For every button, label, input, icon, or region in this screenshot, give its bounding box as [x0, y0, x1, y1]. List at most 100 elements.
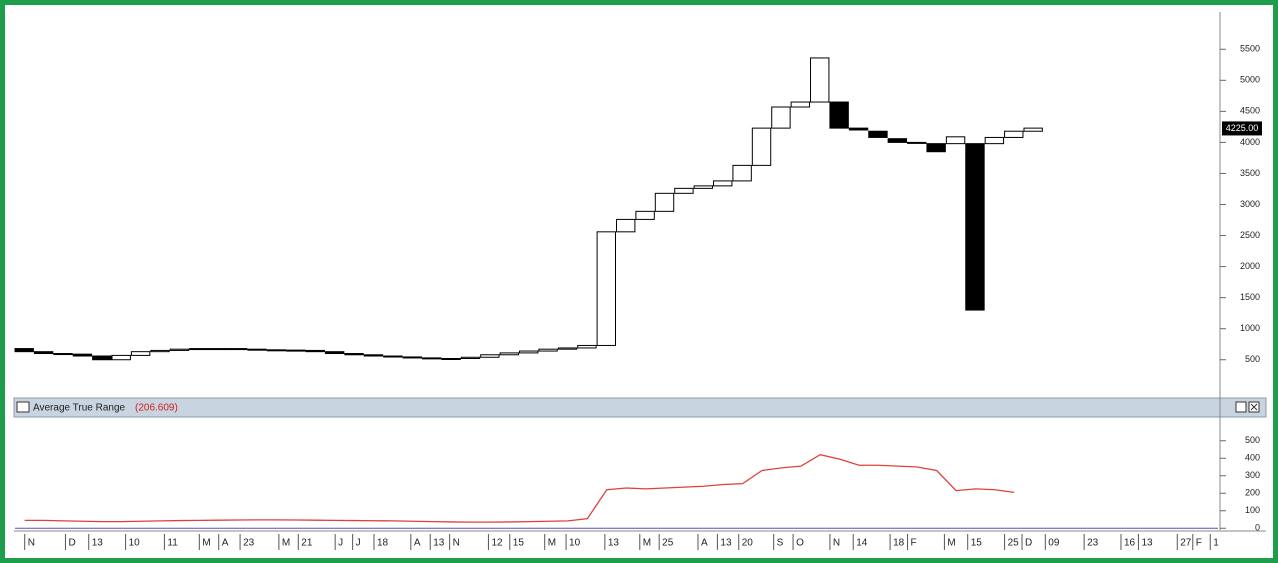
- x-tick-label: 25: [662, 538, 674, 549]
- x-tick-label: D: [1025, 538, 1032, 549]
- candle-body: [732, 164, 752, 182]
- candle-body: [984, 136, 1005, 145]
- x-tick-label: 18: [377, 538, 389, 549]
- restore-button[interactable]: [1235, 401, 1247, 413]
- close-icon: [1250, 403, 1258, 411]
- y-tick-label: 300: [1245, 470, 1260, 480]
- candle-body: [674, 187, 694, 194]
- x-tick-label: 15: [971, 538, 983, 549]
- candle-body: [33, 351, 54, 355]
- x-tick-label: 10: [569, 538, 581, 549]
- x-tick-label: 21: [301, 538, 313, 549]
- x-tick-label: N: [833, 538, 840, 549]
- candle-body: [693, 185, 714, 189]
- x-tick-label: A: [701, 538, 708, 549]
- candle-body: [596, 231, 617, 346]
- candle-body: [441, 358, 461, 360]
- y-tick-label: 4500: [1240, 106, 1260, 116]
- x-tick-label: N: [453, 538, 460, 549]
- x-tick-label: 13: [92, 538, 104, 549]
- indicator-title: Average True Range: [33, 403, 126, 414]
- x-tick-label: F: [911, 538, 917, 549]
- candle-body: [965, 143, 985, 311]
- candle-body: [305, 349, 325, 353]
- y-tick-label: 200: [1245, 488, 1260, 498]
- candle-body: [227, 348, 248, 351]
- y-tick-label: 3500: [1240, 168, 1260, 178]
- candle-body: [848, 127, 869, 131]
- candle-body: [130, 351, 151, 356]
- x-tick-label: M: [947, 538, 955, 549]
- x-tick-label: F: [1196, 538, 1202, 549]
- x-tick-label: 14: [856, 538, 868, 549]
- x-tick-label: 23: [1087, 538, 1099, 549]
- candle-body: [53, 353, 73, 356]
- y-tick-label: 2500: [1240, 230, 1260, 240]
- candle-body: [654, 192, 675, 212]
- x-tick-label: S: [777, 538, 784, 549]
- x-tick-label: D: [68, 538, 75, 549]
- last-price-box: [1222, 121, 1262, 136]
- y-tick-label: 5500: [1240, 44, 1260, 54]
- x-tick-label: 13: [433, 538, 445, 549]
- candle-body: [460, 356, 481, 359]
- y-tick-label: 5000: [1240, 75, 1260, 85]
- y-tick-label: 500: [1245, 435, 1260, 445]
- x-tick-label: 15: [513, 538, 525, 549]
- candle-body: [150, 349, 170, 353]
- candle-body: [92, 355, 112, 361]
- x-tick-label: 13: [608, 538, 620, 549]
- x-tick-label: 10: [129, 538, 141, 549]
- candle-body: [518, 350, 539, 354]
- candle-body: [945, 136, 966, 145]
- candle-body: [790, 101, 811, 108]
- x-tick-label: 13: [1141, 538, 1153, 549]
- candle-body: [247, 348, 267, 351]
- x-tick-label: 11: [167, 538, 178, 549]
- x-tick-label: O: [796, 538, 804, 549]
- candle-body: [751, 127, 772, 166]
- x-tick-label: 18: [893, 538, 905, 549]
- indicator-value: (206.609): [135, 403, 178, 414]
- last-price-label: 4225.00: [1226, 123, 1259, 133]
- y-tick-label: 3000: [1240, 199, 1260, 209]
- y-tick-label: 400: [1245, 453, 1260, 463]
- x-tick-label: M: [282, 538, 290, 549]
- candle-body: [829, 101, 849, 129]
- x-tick-label: M: [202, 538, 210, 549]
- x-tick-label: 25: [1008, 538, 1020, 549]
- x-tick-label: 23: [243, 538, 255, 549]
- candle-body: [266, 349, 287, 352]
- y-tick-label: 0: [1255, 523, 1260, 533]
- x-tick-label: A: [414, 538, 421, 549]
- candle-body: [111, 354, 131, 361]
- candle-body: [713, 180, 733, 187]
- x-tick-label: J: [356, 538, 361, 549]
- candle-body: [887, 138, 908, 143]
- x-tick-label: M: [643, 538, 651, 549]
- candle-body: [189, 348, 209, 351]
- y-tick-label: 100: [1245, 505, 1260, 515]
- candle-body: [538, 348, 558, 352]
- candle-body: [907, 141, 927, 144]
- candle-body: [480, 354, 500, 358]
- y-tick-label: 1000: [1240, 323, 1260, 333]
- x-tick-label: 20: [742, 538, 754, 549]
- x-tick-label: 27: [1180, 538, 1192, 549]
- x-tick-label: 13: [720, 538, 732, 549]
- candle-body: [771, 106, 791, 129]
- x-tick-label: 1: [1213, 538, 1219, 549]
- candle-body: [169, 348, 190, 351]
- candle-body: [616, 218, 636, 233]
- x-tick-label: 16: [1124, 538, 1136, 549]
- x-tick-label: M: [548, 538, 556, 549]
- y-tick-label: 1500: [1240, 292, 1260, 302]
- candle-body: [499, 352, 519, 356]
- x-tick-label: 12: [491, 538, 503, 549]
- candle-body: [926, 143, 946, 153]
- atr-line: [24, 454, 1015, 523]
- candle-body: [14, 348, 34, 353]
- x-tick-label: A: [222, 538, 229, 549]
